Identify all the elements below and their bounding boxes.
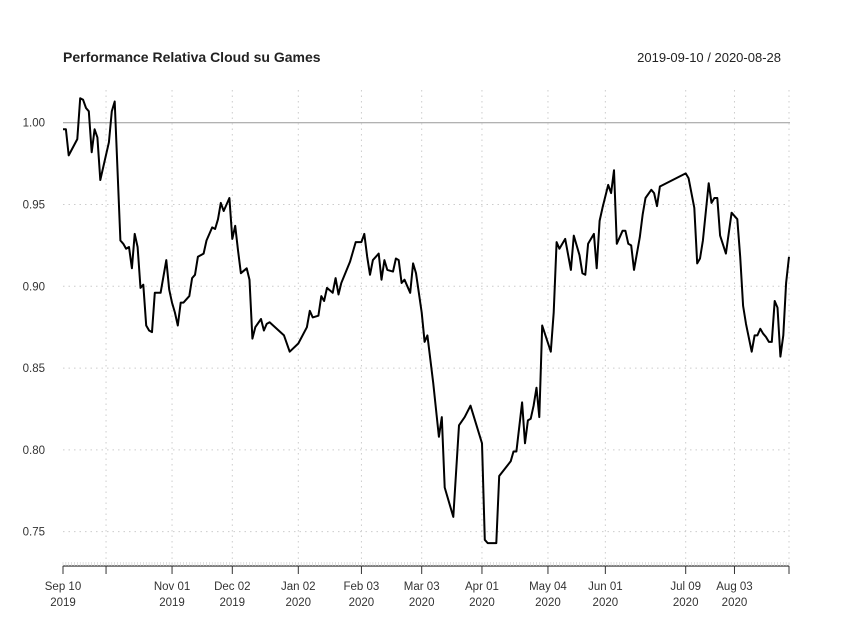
y-axis: 0.75 0.80 0.85 0.90 0.95 1.00 <box>23 118 45 539</box>
x-tick-year-label: 2019 <box>159 597 185 609</box>
x-axis: Sep 10 2019 Nov 01 2019 Dec 02 2019 Jan 02 2020… <box>45 562 790 609</box>
x-tick-label: Nov 01 <box>154 581 190 593</box>
x-tick-label: May 04 <box>529 581 567 593</box>
x-tick-label: Jul 09 <box>670 581 701 593</box>
date-range: 2019-09-10 / 2020-08-28 <box>637 50 781 65</box>
x-tick-label: Sep 10 <box>45 581 81 593</box>
x-tick-year-label: 2020 <box>673 597 699 609</box>
x-tick-year-label: 2019 <box>50 597 76 609</box>
x-tick-year-label: 2019 <box>220 597 246 609</box>
x-tick-year-label: 2020 <box>593 597 619 609</box>
x-tick-year-label: 2020 <box>409 597 435 609</box>
y-tick-label: 0.90 <box>23 281 45 293</box>
x-tick-year-label: 2020 <box>286 597 312 609</box>
x-tick-label: Feb 03 <box>344 581 380 593</box>
x-tick-label: Jan 02 <box>281 581 316 593</box>
x-tick-label: Aug 03 <box>716 581 752 593</box>
x-tick-label: Jun 01 <box>588 581 623 593</box>
y-tick-label: 0.75 <box>23 527 45 539</box>
series <box>63 97 790 545</box>
chart-title: Performance Relativa Cloud su Games <box>63 49 321 65</box>
y-tick-label: 1.00 <box>23 118 45 130</box>
y-tick-label: 0.80 <box>23 445 45 457</box>
y-tick-label: 0.95 <box>23 200 45 212</box>
x-tick-year-label: 2020 <box>722 597 748 609</box>
x-tick-year-label: 2020 <box>349 597 375 609</box>
x-tick-year-label: 2020 <box>469 597 495 609</box>
x-tick-label: Apr 01 <box>465 581 499 593</box>
x-tick-year-label: 2020 <box>535 597 561 609</box>
y-tick-label: 0.85 <box>23 363 45 375</box>
x-tick-label: Dec 02 <box>214 581 250 593</box>
series-line <box>63 97 790 545</box>
gridlines <box>63 90 790 566</box>
x-tick-label: Mar 03 <box>404 581 440 593</box>
